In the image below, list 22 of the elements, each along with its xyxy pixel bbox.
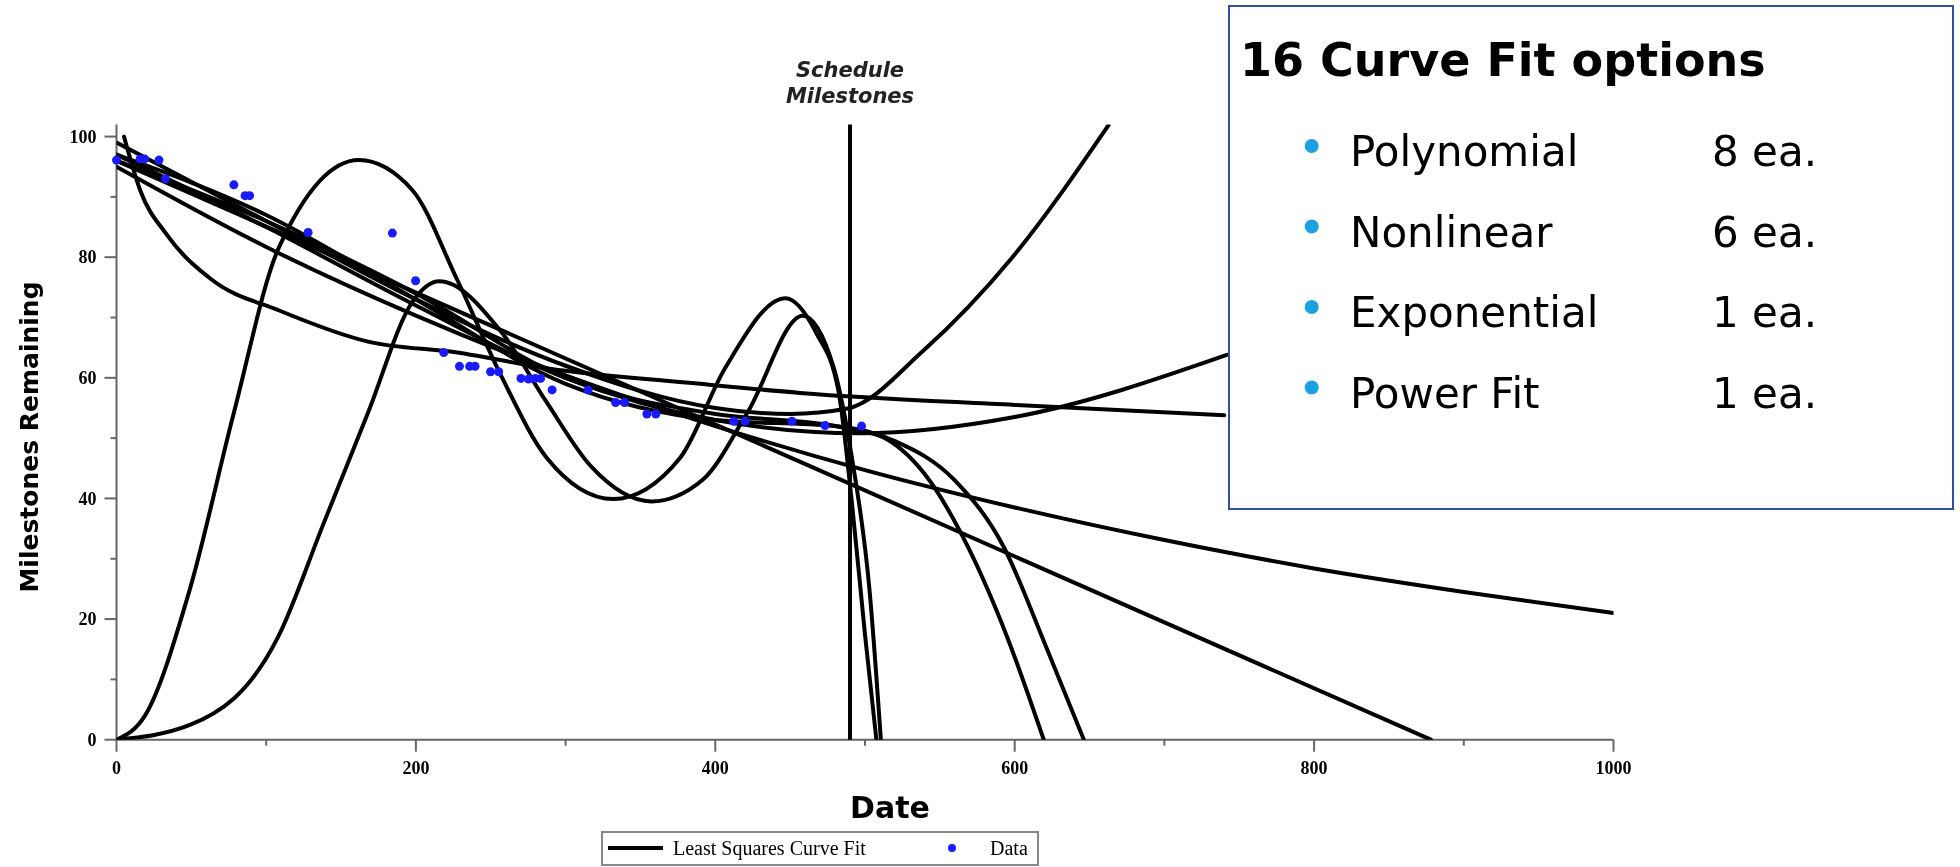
x-tick-label: 800 [1300, 757, 1328, 778]
x-tick-label: 200 [402, 757, 430, 778]
text: Exponential 1 ea. [1350, 288, 1817, 337]
x-tick-label: 1000 [1595, 757, 1632, 778]
y-tick-label: 0 [87, 730, 97, 750]
y-tick-label: 40 [78, 488, 97, 509]
y-tick-label: 80 [78, 247, 97, 268]
x-tick-label: 0 [112, 757, 121, 778]
y-tick-label: 60 [78, 368, 97, 389]
x-tick-label: 600 [1001, 757, 1029, 778]
ref-line-label: Schedule Milestones [785, 57, 915, 108]
text: Nonlinear 6 ea. [1350, 207, 1817, 257]
text: Polynomial 8 ea. [1350, 127, 1817, 176]
y-tick-label: 20 [78, 609, 97, 630]
x-tick-label: 400 [701, 757, 729, 778]
text: 16 Curve Fit options [1240, 33, 1766, 87]
legend-label: Least Squares Curve Fit [673, 837, 867, 860]
y-tick-label: 100 [69, 126, 97, 147]
legend-label: Data [990, 837, 1028, 859]
x-axis-title: Date [850, 790, 930, 825]
text: Power Fit 1 ea. [1350, 368, 1817, 418]
y-axis-title: Milestones Remaining [15, 281, 44, 593]
